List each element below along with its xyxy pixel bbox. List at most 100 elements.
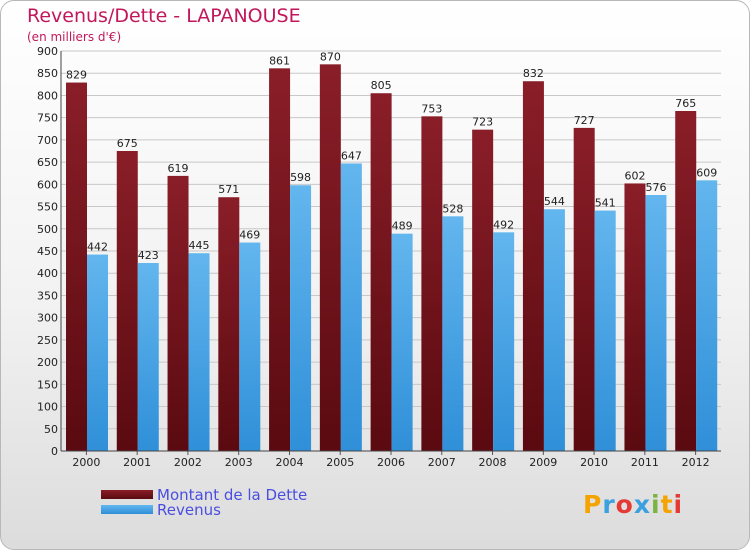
bar-dette bbox=[370, 93, 392, 451]
value-label-dette: 675 bbox=[117, 137, 138, 150]
bar-dette bbox=[522, 81, 544, 451]
x-tick-label: 2005 bbox=[326, 456, 354, 469]
y-tick-label: 450 bbox=[37, 245, 58, 258]
x-tick-label: 2002 bbox=[174, 456, 202, 469]
y-tick-label: 750 bbox=[37, 112, 58, 125]
x-tick-label: 2010 bbox=[580, 456, 608, 469]
bars bbox=[66, 64, 718, 452]
bar-dette bbox=[573, 127, 595, 451]
logo-letter: x bbox=[633, 490, 651, 519]
bar-dette bbox=[675, 111, 697, 451]
value-label-revenus: 469 bbox=[239, 229, 260, 242]
bar-revenus bbox=[137, 263, 159, 451]
y-tick-label: 500 bbox=[37, 223, 58, 236]
value-label-dette: 602 bbox=[624, 169, 645, 182]
y-tick-label: 200 bbox=[37, 356, 58, 369]
value-label-revenus: 541 bbox=[595, 197, 616, 210]
value-label-dette: 753 bbox=[421, 102, 442, 115]
bar-revenus bbox=[493, 232, 515, 451]
value-label-revenus: 598 bbox=[290, 171, 311, 184]
legend-label-dette: Montant de la Dette bbox=[157, 486, 308, 504]
axes: 0 50 100 150 200 250 300 350 400 450 500 550 600 650 7… bbox=[37, 45, 721, 469]
bar-revenus bbox=[391, 233, 413, 451]
value-labels: 829 442 675 423 619 445 571 469 861 598 870 647 805 4… bbox=[66, 50, 717, 262]
y-tick-label: 900 bbox=[37, 45, 58, 58]
x-tick-label: 2012 bbox=[682, 456, 710, 469]
y-tick-label: 300 bbox=[37, 312, 58, 325]
bar-dette bbox=[167, 175, 189, 451]
logo-letter: t bbox=[660, 490, 674, 519]
value-label-revenus: 445 bbox=[189, 239, 210, 252]
bar-revenus bbox=[290, 185, 312, 451]
bar-revenus bbox=[87, 254, 108, 451]
value-label-revenus: 442 bbox=[87, 241, 108, 254]
y-tick-label: 100 bbox=[37, 401, 58, 414]
bar-revenus bbox=[696, 180, 718, 452]
value-label-dette: 870 bbox=[320, 50, 341, 63]
y-tick-label: 550 bbox=[37, 201, 58, 214]
bar-dette bbox=[319, 64, 341, 452]
x-tick-label: 2006 bbox=[377, 456, 405, 469]
y-tick-label: 350 bbox=[37, 289, 58, 302]
bar-dette bbox=[624, 183, 646, 451]
x-tick-label: 2003 bbox=[225, 456, 253, 469]
value-label-dette: 723 bbox=[472, 116, 493, 129]
value-label-dette: 829 bbox=[66, 69, 87, 82]
bar-revenus bbox=[340, 163, 362, 451]
chart-title: Revenus/Dette - LAPANOUSE bbox=[27, 5, 301, 27]
y-tick-label: 50 bbox=[44, 423, 58, 436]
value-label-dette: 619 bbox=[168, 162, 189, 175]
y-tick-label: 400 bbox=[37, 267, 58, 280]
value-label-revenus: 489 bbox=[392, 220, 413, 233]
bar-revenus bbox=[188, 253, 210, 451]
value-label-revenus: 576 bbox=[645, 181, 666, 194]
bar-dette bbox=[421, 116, 443, 451]
x-tick-label: 2008 bbox=[479, 456, 507, 469]
y-tick-label: 800 bbox=[37, 89, 58, 102]
bar-revenus bbox=[543, 209, 565, 451]
legend-swatch-revenus bbox=[101, 505, 153, 514]
value-label-revenus: 647 bbox=[341, 149, 362, 162]
x-tick-label: 2011 bbox=[631, 456, 659, 469]
value-label-revenus: 544 bbox=[544, 195, 565, 208]
bar-dette bbox=[269, 68, 291, 451]
y-tick-label: 250 bbox=[37, 334, 58, 347]
chart-subtitle: (en milliers d'€) bbox=[27, 30, 122, 44]
value-label-dette: 727 bbox=[574, 114, 595, 127]
legend-swatch-dette bbox=[101, 490, 153, 499]
bar-dette bbox=[218, 197, 240, 451]
value-label-dette: 765 bbox=[675, 97, 696, 110]
value-label-dette: 861 bbox=[269, 54, 290, 67]
logo-letter: i bbox=[651, 490, 661, 519]
logo-letter: o bbox=[615, 490, 634, 519]
bar-revenus bbox=[442, 216, 464, 451]
x-tick-label: 2009 bbox=[529, 456, 557, 469]
x-tick-label: 2007 bbox=[428, 456, 456, 469]
proxiti-logo: Proxiti bbox=[583, 490, 683, 519]
y-tick-label: 850 bbox=[37, 67, 58, 80]
y-tick-label: 650 bbox=[37, 156, 58, 169]
bar-revenus bbox=[239, 242, 261, 451]
value-label-dette: 805 bbox=[371, 79, 392, 92]
bar-dette bbox=[472, 129, 494, 451]
value-label-revenus: 528 bbox=[442, 202, 463, 215]
value-label-dette: 571 bbox=[218, 183, 239, 196]
x-tick-label: 2004 bbox=[275, 456, 303, 469]
y-tick-label: 0 bbox=[51, 445, 58, 458]
value-label-revenus: 423 bbox=[138, 249, 159, 262]
y-tick-label: 150 bbox=[37, 378, 58, 391]
y-tick-label: 700 bbox=[37, 134, 58, 147]
value-label-revenus: 609 bbox=[696, 166, 717, 179]
bar-dette bbox=[116, 151, 138, 451]
logo-letter: P bbox=[583, 490, 603, 519]
bar-revenus bbox=[594, 210, 616, 451]
bar-dette bbox=[66, 82, 87, 452]
x-tick-label: 2001 bbox=[123, 456, 151, 469]
legend-label-revenus: Revenus bbox=[157, 501, 221, 519]
value-label-dette: 832 bbox=[523, 67, 544, 80]
y-tick-label: 600 bbox=[37, 178, 58, 191]
logo-letter: r bbox=[602, 490, 616, 519]
x-tick-label: 2000 bbox=[72, 456, 100, 469]
